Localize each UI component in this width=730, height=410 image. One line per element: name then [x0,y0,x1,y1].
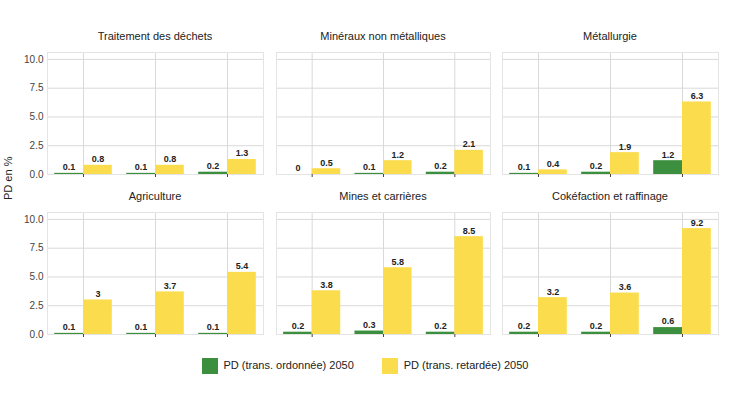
svg-text:0.0: 0.0 [30,329,44,340]
html-text:Minéraux non métalliques: Minéraux non métalliques [320,30,446,42]
svg-text:0.2: 0.2 [590,161,603,171]
html-text:PD (trans. retardée) 2050: PD (trans. retardée) 2050 [403,358,529,371]
svg-text:1.3: 1.3 [236,148,249,158]
svg-text:1.2: 1.2 [392,150,405,160]
html-text:Agriculture: Agriculture [128,190,182,202]
svg-text:3.7: 3.7 [164,281,177,291]
html-text:Mines et carrières: Mines et carrières [339,190,427,202]
html-text:Traitement des déchets: Traitement des déchets [97,30,213,42]
svg-text:0.1: 0.1 [135,162,148,172]
svg-text:0.8: 0.8 [92,154,105,164]
svg-text:7.5: 7.5 [30,242,44,253]
svg-text:3.6: 3.6 [619,282,632,292]
svg-text:3: 3 [95,289,100,299]
svg-text:0.2: 0.2 [590,321,603,331]
svg-text:2.5: 2.5 [30,300,44,311]
svg-text:0.2: 0.2 [434,161,447,171]
svg-text:0.1: 0.1 [63,322,76,332]
svg-text:3.8: 3.8 [320,280,333,290]
svg-text:10.0: 10.0 [24,54,44,65]
svg-text:0.2: 0.2 [292,321,305,331]
svg-text:2.1: 2.1 [463,139,476,149]
svg-text:6.3: 6.3 [691,91,704,101]
svg-text:5.4: 5.4 [236,261,249,271]
svg-text:0.1: 0.1 [363,162,376,172]
svg-text:0.2: 0.2 [518,321,531,331]
svg-text:0.4: 0.4 [547,159,560,169]
svg-text:0.1: 0.1 [63,162,76,172]
svg-text:0: 0 [295,163,300,173]
svg-text:2.5: 2.5 [30,140,44,151]
svg-text:1.9: 1.9 [619,142,632,152]
html-text:Cokéfaction et raffinage: Cokéfaction et raffinage [552,190,668,202]
html-text:PD en %: PD en % [2,156,14,200]
svg-text:0.2: 0.2 [434,321,447,331]
svg-text:0.1: 0.1 [135,322,148,332]
svg-text:0.3: 0.3 [363,320,376,330]
svg-text:5.8: 5.8 [392,257,405,267]
svg-text:0.0: 0.0 [30,169,44,180]
html-text:Métallurgie: Métallurgie [583,30,637,42]
svg-text:7.5: 7.5 [30,82,44,93]
svg-text:0.8: 0.8 [164,154,177,164]
svg-text:0.1: 0.1 [207,322,220,332]
svg-text:5.0: 5.0 [30,111,44,122]
svg-text:8.5: 8.5 [463,226,476,236]
svg-text:10.0: 10.0 [24,214,44,225]
svg-text:0.5: 0.5 [320,158,333,168]
html-text:PD (trans. ordonnée) 2050: PD (trans. ordonnée) 2050 [223,358,354,371]
svg-text:0.6: 0.6 [662,316,675,326]
svg-text:0.2: 0.2 [207,161,220,171]
svg-text:1.2: 1.2 [662,150,675,160]
svg-text:9.2: 9.2 [691,217,704,227]
svg-text:5.0: 5.0 [30,271,44,282]
svg-text:3.2: 3.2 [547,287,560,297]
svg-text:0.1: 0.1 [518,162,531,172]
